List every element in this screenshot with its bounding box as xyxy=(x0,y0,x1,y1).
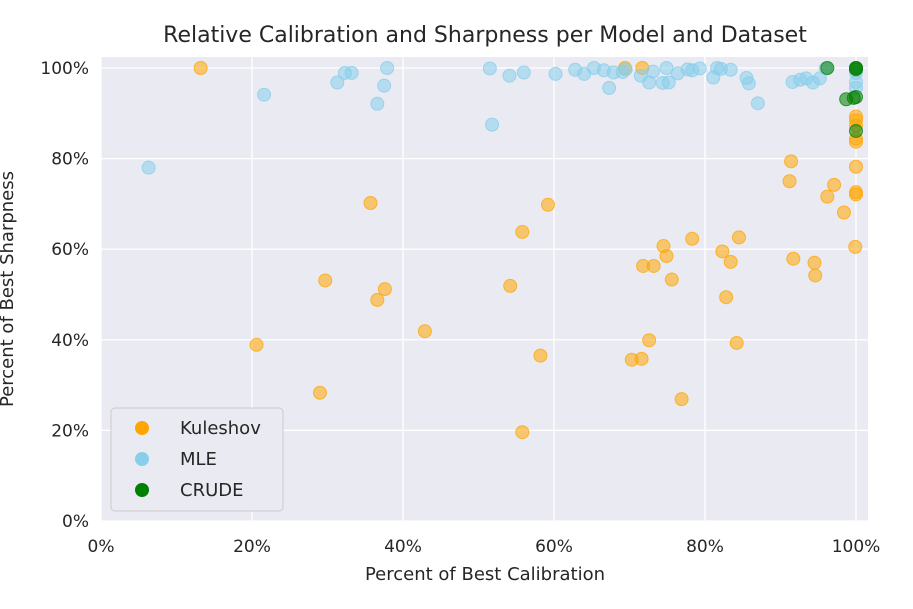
point-mle xyxy=(741,76,756,91)
point-kuleshov xyxy=(318,273,333,288)
point-crude xyxy=(849,89,863,104)
point-crude xyxy=(820,61,835,75)
point-kuleshov xyxy=(715,244,730,259)
point-kuleshov xyxy=(363,195,378,210)
point-kuleshov xyxy=(377,282,392,297)
x-tick-label: 80% xyxy=(686,537,724,557)
point-kuleshov xyxy=(193,61,208,75)
point-mle xyxy=(602,80,617,95)
point-kuleshov xyxy=(674,392,689,407)
series-crude xyxy=(820,61,863,138)
point-kuleshov xyxy=(417,324,432,339)
point-kuleshov xyxy=(249,337,264,352)
point-kuleshov xyxy=(786,251,801,266)
point-mle xyxy=(692,61,707,76)
point-kuleshov xyxy=(370,292,385,307)
point-mle xyxy=(661,75,676,90)
x-tick-label: 100% xyxy=(832,537,881,557)
point-kuleshov xyxy=(849,159,863,174)
point-kuleshov xyxy=(784,154,799,169)
point-mle xyxy=(344,65,359,80)
point-mle xyxy=(750,96,765,111)
y-tick-label: 100% xyxy=(40,59,89,79)
series-mle xyxy=(141,61,863,175)
point-kuleshov xyxy=(849,185,863,200)
x-tick-label: 40% xyxy=(384,537,422,557)
series-kuleshov xyxy=(193,61,863,440)
x-tick-label: 60% xyxy=(535,537,573,557)
point-kuleshov xyxy=(503,278,518,293)
point-mle xyxy=(659,61,674,75)
point-kuleshov xyxy=(664,272,679,287)
point-mle xyxy=(548,66,563,81)
point-mle xyxy=(645,64,660,79)
point-mle xyxy=(257,87,272,102)
point-kuleshov xyxy=(515,425,530,440)
point-mle xyxy=(618,62,633,77)
point-mle xyxy=(377,78,392,93)
point-kuleshov xyxy=(533,348,548,363)
point-kuleshov xyxy=(642,333,657,348)
legend-label-crude: CRUDE xyxy=(180,480,243,501)
point-mle xyxy=(502,68,517,83)
legend-label-kuleshov: Kuleshov xyxy=(180,418,261,439)
point-kuleshov xyxy=(807,255,822,270)
x-tick-label: 0% xyxy=(88,537,115,557)
legend-marker-mle xyxy=(135,452,149,466)
y-tick-label: 20% xyxy=(51,421,89,441)
data-points xyxy=(141,61,863,440)
point-crude xyxy=(849,61,863,75)
y-tick-label: 80% xyxy=(51,150,89,170)
legend-label-mle: MLE xyxy=(180,449,217,470)
point-mle xyxy=(380,61,395,75)
point-kuleshov xyxy=(723,254,738,269)
point-kuleshov xyxy=(634,351,649,366)
point-kuleshov xyxy=(836,205,851,220)
point-kuleshov xyxy=(808,268,823,283)
point-kuleshov xyxy=(685,231,700,246)
legend-marker-crude xyxy=(135,483,149,497)
point-kuleshov xyxy=(540,197,555,212)
point-mle xyxy=(516,65,531,80)
point-kuleshov xyxy=(729,335,744,350)
point-kuleshov xyxy=(782,174,797,189)
point-kuleshov xyxy=(848,239,863,254)
point-mle xyxy=(723,62,738,77)
chart-title: Relative Calibration and Sharpness per M… xyxy=(163,23,807,48)
x-axis-ticks: 0% 20% 40% 60% 80% 100% xyxy=(88,537,881,557)
legend-box xyxy=(110,407,284,512)
y-axis-label: Percent of Best Sharpness xyxy=(0,171,18,407)
point-mle xyxy=(141,160,156,175)
y-axis-ticks: 0% 20% 40% 60% 80% 100% xyxy=(40,59,89,532)
legend-marker-kuleshov xyxy=(135,421,149,435)
x-axis-label: Percent of Best Calibration xyxy=(365,564,605,585)
point-kuleshov xyxy=(312,385,327,400)
y-tick-label: 60% xyxy=(51,240,89,260)
point-mle xyxy=(370,96,385,111)
point-kuleshov xyxy=(731,230,746,245)
point-kuleshov xyxy=(515,224,530,239)
point-kuleshov xyxy=(827,177,842,192)
legend: Kuleshov MLE CRUDE xyxy=(110,407,284,512)
point-mle xyxy=(482,61,497,76)
y-tick-label: 40% xyxy=(51,331,89,351)
point-kuleshov xyxy=(646,258,661,273)
x-tick-label: 20% xyxy=(233,537,271,557)
point-kuleshov xyxy=(659,248,674,263)
point-mle xyxy=(330,75,345,90)
y-tick-label: 0% xyxy=(62,512,89,532)
point-crude xyxy=(849,123,863,138)
point-kuleshov xyxy=(820,189,835,204)
point-mle xyxy=(485,117,500,132)
point-mle xyxy=(849,75,863,90)
point-kuleshov xyxy=(719,290,734,305)
